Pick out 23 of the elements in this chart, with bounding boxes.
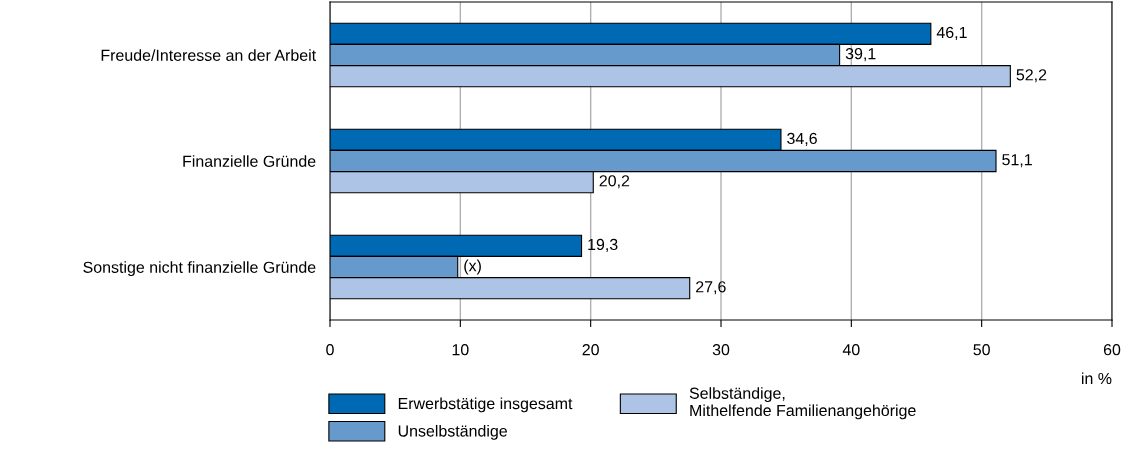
- legend-label: Unselbständige: [398, 424, 507, 440]
- y-tick-label: Sonstige nicht finanzielle Gründe: [83, 261, 316, 277]
- data-label: 52,2: [1016, 69, 1047, 83]
- data-label: 39,1: [845, 47, 876, 62]
- legend-label: Erwerbstätige insgesamt: [398, 397, 573, 413]
- x-axis-title: in %: [1082, 372, 1112, 385]
- data-label: 46,1: [936, 26, 967, 40]
- data-label: 19,3: [588, 238, 618, 252]
- x-tick-label: 60: [1103, 344, 1121, 356]
- x-tick-label: 30: [712, 344, 730, 356]
- x-tick-label: 20: [582, 344, 599, 356]
- x-tick-label: 50: [973, 344, 990, 356]
- legend-label: Selbständige, Mithelfende Familienangehörige: [689, 387, 916, 420]
- data-label: 20,2: [599, 175, 630, 189]
- x-tick-label: 10: [452, 344, 469, 356]
- data-label: (x): [464, 259, 481, 275]
- data-label: 27,6: [696, 281, 726, 295]
- y-tick-label: Finanzielle Gründe: [183, 155, 316, 167]
- y-tick-label: Freude/Interesse an der Arbeit: [101, 49, 317, 61]
- x-tick-label: 40: [842, 344, 860, 356]
- data-label: 51,1: [1002, 154, 1032, 168]
- data-label: 34,6: [787, 132, 817, 146]
- x-tick-label: 0: [326, 344, 334, 356]
